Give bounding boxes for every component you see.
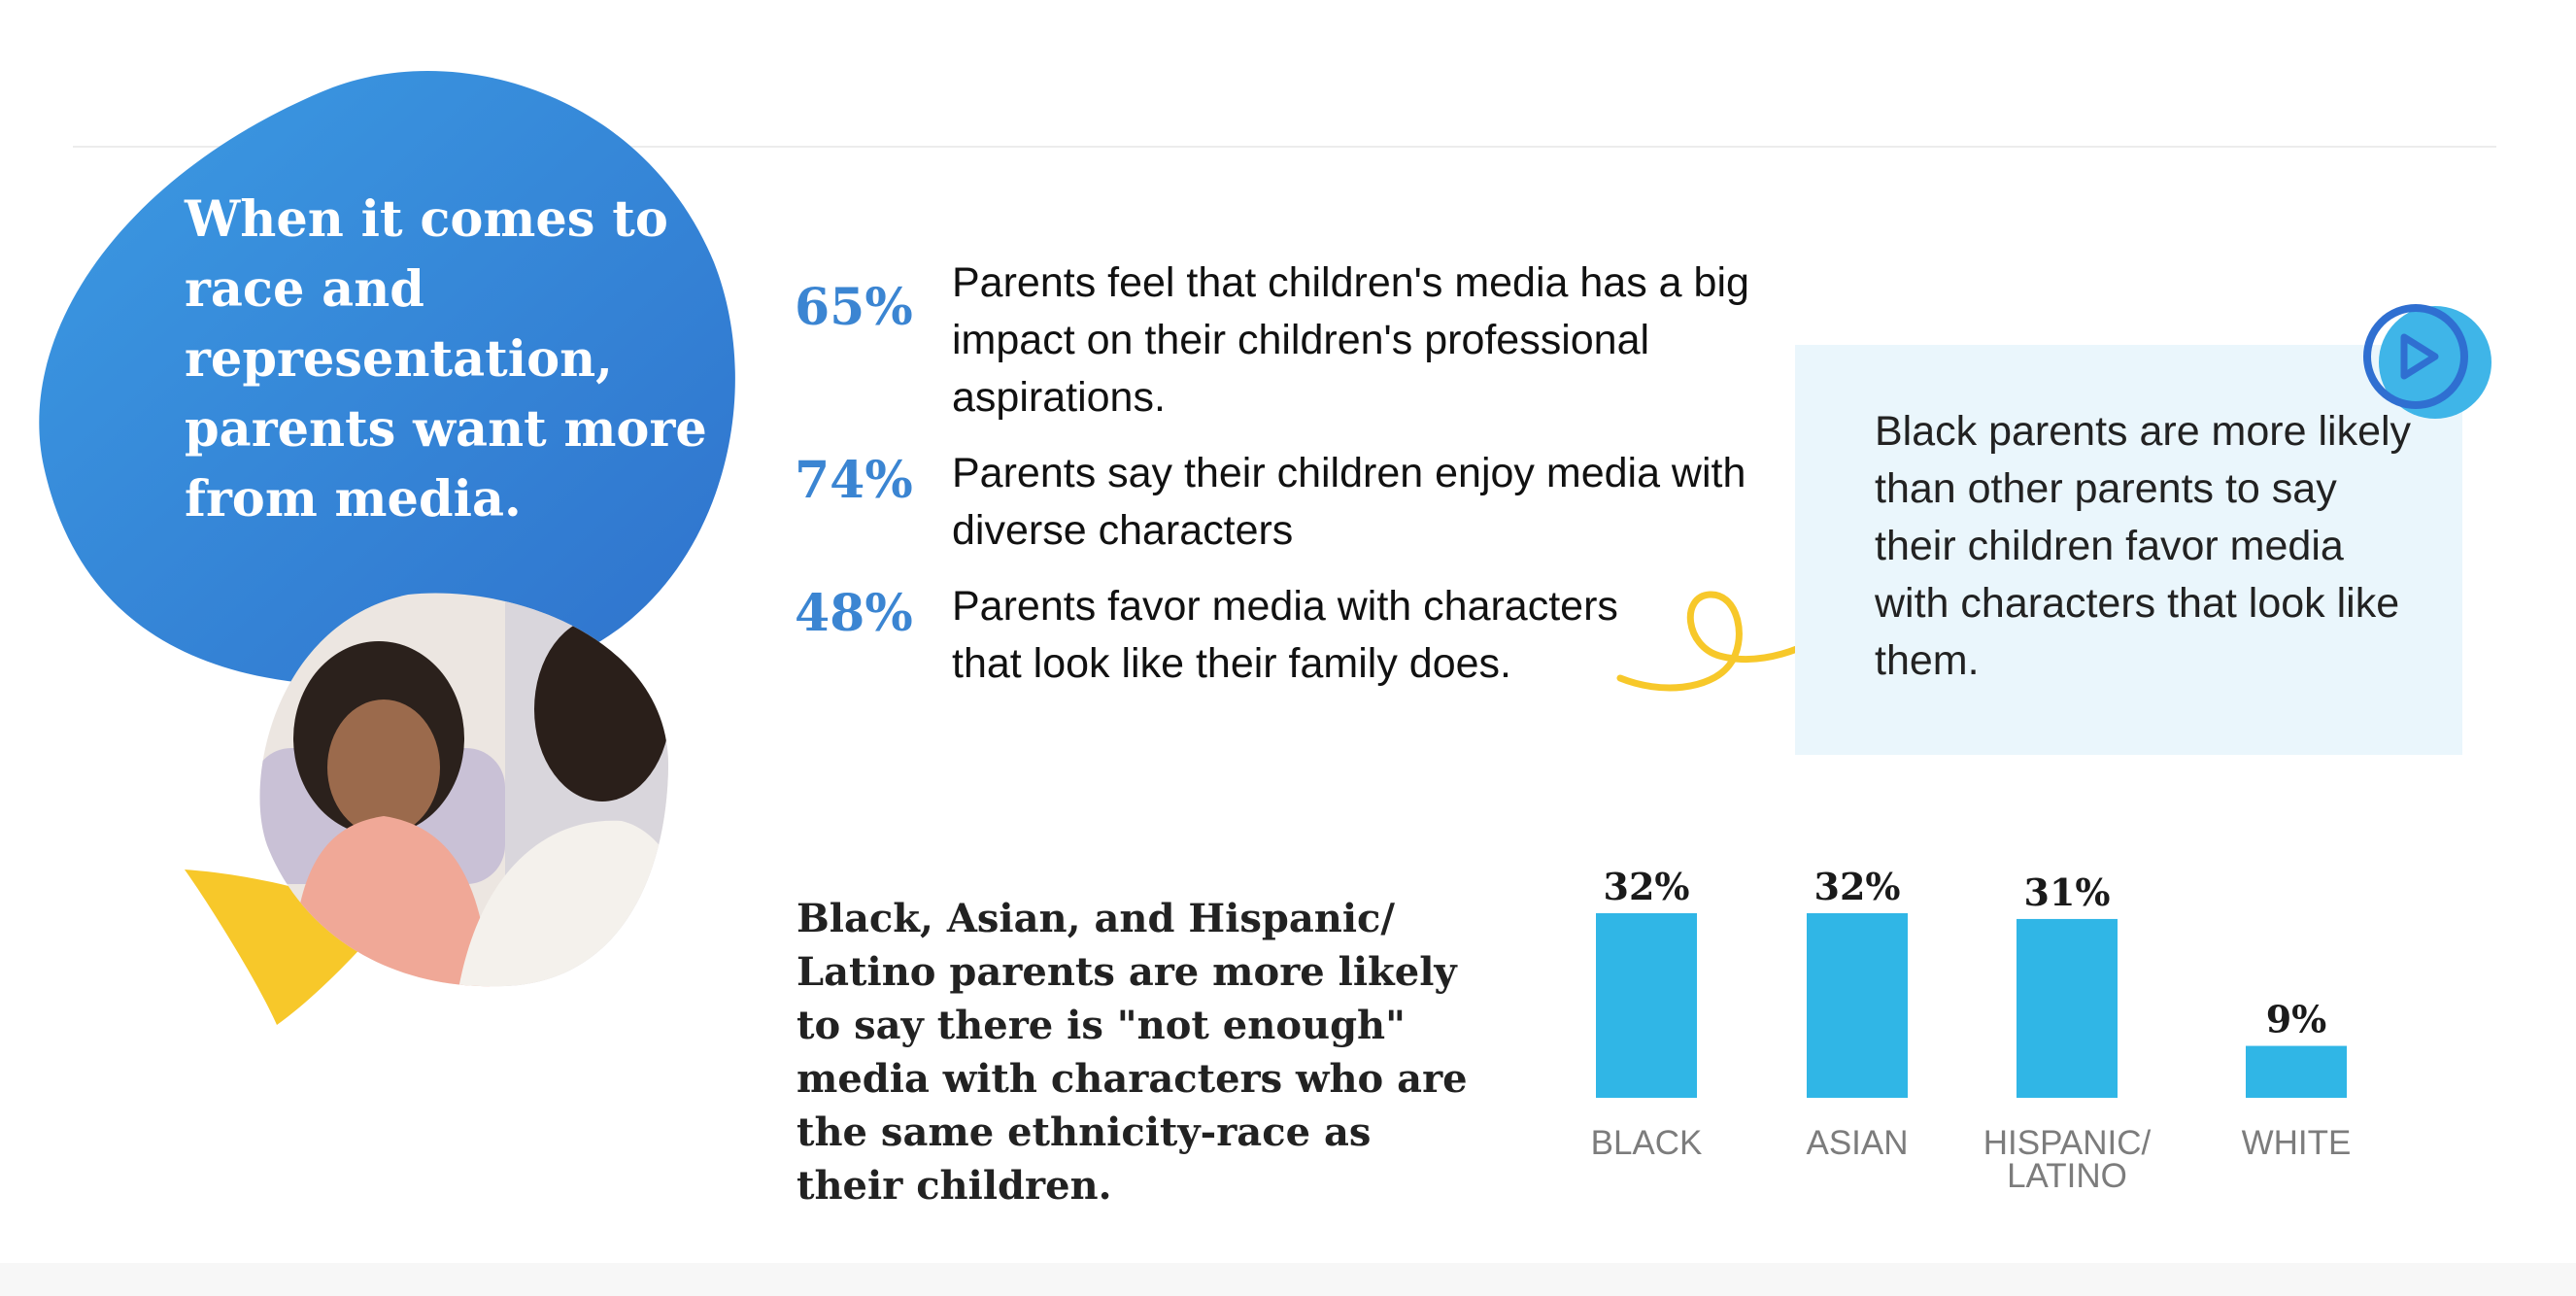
category-label: WHITE — [2242, 1124, 2352, 1162]
play-icon — [2363, 304, 2491, 419]
bar-value-label: 9% — [2266, 998, 2327, 1041]
bar-asian — [1807, 913, 1908, 1098]
callout-text: Black parents are more likely than other… — [1875, 408, 2412, 684]
bar-value-label: 32% — [1814, 865, 1901, 908]
stat-percent: 48% — [795, 584, 913, 643]
stat-text: Parents say their children enjoy media w… — [952, 450, 1746, 554]
stat-text: Parents favor media with characters that… — [952, 583, 1618, 687]
footer-band — [0, 1263, 2576, 1296]
bar-white — [2246, 1045, 2347, 1098]
header-blob-graphic — [39, 70, 735, 1025]
stat-percent: 74% — [795, 451, 913, 510]
blue-blob — [39, 70, 735, 689]
callout-box: Black parents are more likely than other… — [1795, 345, 2462, 755]
ethnicity-bar-chart: 32% BLACK 32% ASIAN 31% HISPANIC/LATINO 9% WHIT… — [1554, 836, 2370, 1224]
bar-hispanic — [2017, 918, 2118, 1098]
category-label: HISPANIC/LATINO — [1983, 1124, 2152, 1195]
bar-value-label: 31% — [2024, 870, 2111, 914]
child-parent-photo — [259, 593, 669, 987]
top-divider — [73, 146, 2496, 148]
bar-chart-svg: 32% BLACK 32% ASIAN 31% HISPANIC/LATINO 9% WHIT… — [1591, 865, 2352, 1195]
category-label: ASIAN — [1806, 1124, 1908, 1162]
category-label: BLACK — [1591, 1124, 1703, 1162]
bar-value-label: 32% — [1604, 865, 1690, 908]
finding-text: Black, Asian, and Hispanic/ Latino paren… — [797, 896, 1468, 1209]
bar-black — [1596, 913, 1697, 1098]
stat-text: Parents feel that children's media has a… — [952, 259, 1749, 421]
stat-percent: 65% — [795, 278, 913, 337]
headline: When it comes to race and representation… — [185, 190, 707, 529]
